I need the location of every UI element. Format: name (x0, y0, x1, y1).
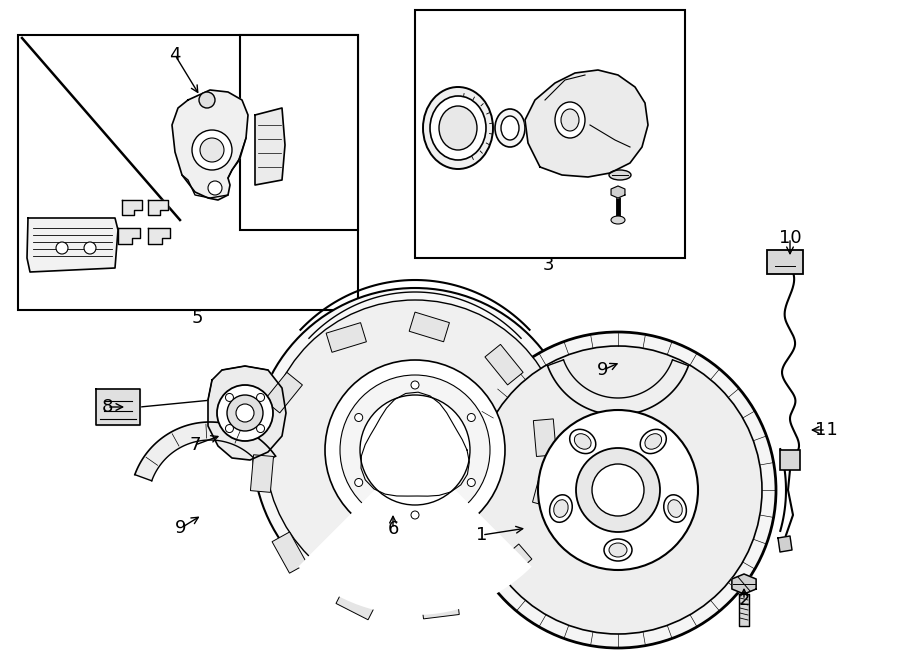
Polygon shape (172, 90, 248, 200)
Polygon shape (135, 422, 275, 481)
Text: 4: 4 (169, 46, 181, 64)
Circle shape (256, 393, 265, 401)
Text: 10: 10 (778, 229, 801, 247)
Ellipse shape (501, 116, 519, 140)
Bar (326, 323, 366, 352)
Circle shape (84, 242, 96, 254)
Text: 9: 9 (176, 519, 187, 537)
Polygon shape (208, 366, 286, 460)
Wedge shape (298, 450, 532, 615)
Circle shape (225, 424, 233, 432)
Polygon shape (27, 218, 118, 272)
Bar (410, 312, 449, 342)
Polygon shape (148, 228, 170, 244)
Polygon shape (255, 108, 285, 185)
Circle shape (467, 479, 475, 486)
Polygon shape (778, 536, 792, 552)
Bar (491, 544, 532, 583)
Bar (272, 532, 307, 573)
Circle shape (355, 479, 363, 486)
Ellipse shape (554, 500, 568, 518)
Bar (767, 250, 803, 274)
Text: 1: 1 (476, 526, 488, 544)
Circle shape (225, 393, 233, 401)
Ellipse shape (555, 102, 585, 138)
Polygon shape (732, 574, 756, 594)
Text: 7: 7 (189, 436, 201, 454)
Bar (415, 10, 685, 258)
Polygon shape (525, 70, 648, 177)
Ellipse shape (550, 495, 572, 522)
Ellipse shape (430, 96, 486, 160)
Circle shape (56, 242, 68, 254)
Circle shape (217, 385, 273, 441)
Circle shape (360, 395, 470, 505)
Circle shape (256, 424, 265, 432)
Wedge shape (308, 450, 522, 601)
Text: 2: 2 (738, 591, 750, 609)
Ellipse shape (609, 543, 627, 557)
Circle shape (474, 346, 762, 634)
Ellipse shape (668, 500, 682, 518)
Bar (780, 450, 800, 470)
Circle shape (265, 300, 565, 600)
Polygon shape (547, 360, 688, 415)
Text: 9: 9 (598, 361, 608, 379)
Polygon shape (122, 200, 142, 215)
Ellipse shape (663, 495, 687, 522)
Circle shape (253, 288, 577, 612)
Circle shape (576, 448, 660, 532)
Polygon shape (118, 228, 140, 244)
Bar (250, 455, 274, 492)
Ellipse shape (604, 539, 632, 561)
Bar (533, 467, 561, 508)
Polygon shape (96, 389, 140, 425)
Bar (240, 35, 358, 230)
Bar (336, 586, 377, 620)
Ellipse shape (570, 430, 596, 453)
Polygon shape (148, 200, 168, 215)
Ellipse shape (574, 434, 591, 449)
Bar (18, 35, 358, 310)
Ellipse shape (561, 109, 579, 131)
Text: 8: 8 (102, 398, 112, 416)
Bar (421, 595, 459, 619)
Circle shape (325, 360, 505, 540)
Circle shape (200, 138, 224, 162)
Circle shape (208, 181, 222, 195)
Ellipse shape (439, 106, 477, 150)
Circle shape (411, 381, 419, 389)
Ellipse shape (640, 430, 666, 453)
Ellipse shape (423, 87, 493, 169)
Text: 6: 6 (387, 520, 399, 538)
Circle shape (236, 404, 254, 422)
Circle shape (340, 375, 490, 525)
Circle shape (411, 511, 419, 519)
Circle shape (538, 410, 698, 570)
Bar (485, 344, 523, 385)
Circle shape (192, 130, 232, 170)
Polygon shape (611, 186, 625, 198)
Text: 11: 11 (814, 421, 837, 439)
Ellipse shape (645, 434, 662, 449)
Bar (534, 419, 556, 457)
Polygon shape (739, 594, 749, 626)
Circle shape (460, 332, 776, 648)
Text: 3: 3 (542, 256, 554, 274)
Bar (265, 372, 302, 413)
Circle shape (592, 464, 644, 516)
Ellipse shape (495, 109, 525, 147)
Circle shape (467, 414, 475, 422)
Circle shape (227, 395, 263, 431)
Ellipse shape (611, 216, 625, 224)
Circle shape (199, 92, 215, 108)
Text: 5: 5 (191, 309, 202, 327)
Ellipse shape (609, 170, 631, 180)
Circle shape (355, 414, 363, 422)
